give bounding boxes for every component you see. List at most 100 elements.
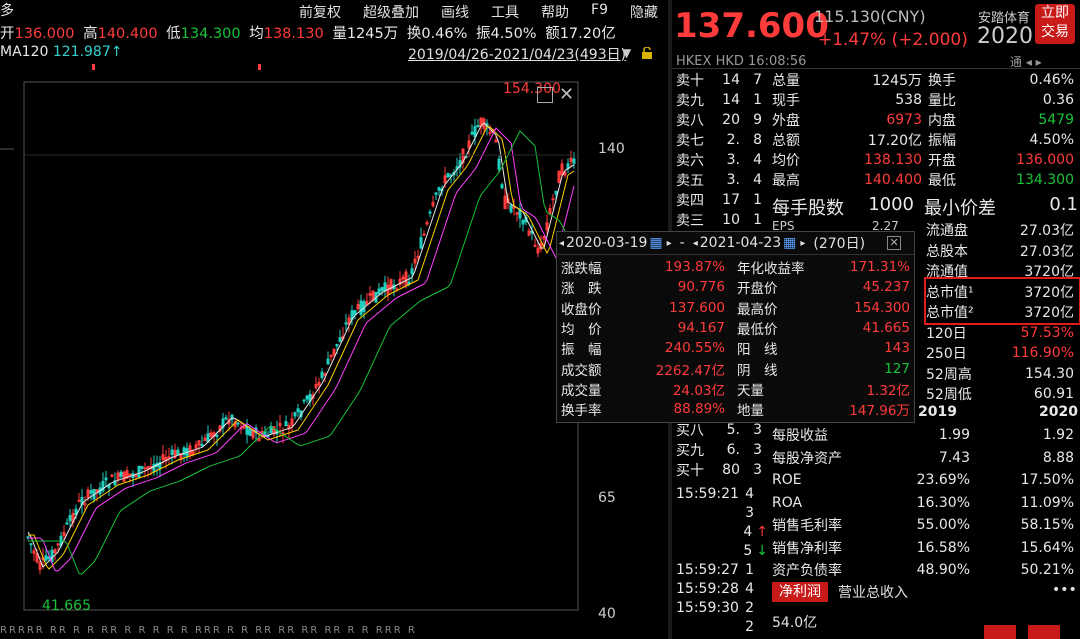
calendar-icon[interactable]: ▦: [649, 235, 663, 251]
end-date[interactable]: 2021-04-23: [699, 235, 782, 251]
candle-body: [425, 222, 429, 225]
fin-value-2019: 48.90%: [916, 562, 970, 579]
cap-row: 120日 57.53%: [926, 323, 1078, 344]
menu-item-hide[interactable]: 隐藏: [630, 5, 658, 21]
candle-body: [476, 125, 480, 128]
menu-item-f9[interactable]: F9: [591, 2, 608, 18]
bid-row[interactable]: 买十 80 3: [676, 460, 766, 480]
connect-indicator[interactable]: 通 ◂ ▸: [1010, 55, 1042, 69]
popup-row: 涨 跌 90.776 开盘价 45.237: [561, 277, 910, 297]
candle-body: [35, 553, 39, 563]
maximize-icon[interactable]: [537, 87, 553, 103]
candle-body: [554, 190, 558, 195]
start-date[interactable]: 2020-03-19: [566, 235, 648, 251]
ask-row[interactable]: 卖四 17 1: [676, 190, 766, 210]
ask-row[interactable]: 卖九 14 1: [676, 90, 766, 110]
y-tick-140: 140: [598, 141, 625, 157]
candle-body: [497, 158, 501, 170]
candle-body: [563, 171, 567, 176]
ask-row[interactable]: 卖八 20 9: [676, 110, 766, 130]
cap-value: 57.53%: [1020, 324, 1074, 341]
candle-body: [305, 395, 309, 400]
ask-row[interactable]: 卖六 3. 4: [676, 150, 766, 170]
candle-body: [542, 236, 546, 240]
bid-row[interactable]: 买八 5. 3: [676, 420, 766, 440]
bid-row[interactable]: 买九 6. 3: [676, 440, 766, 460]
close-icon[interactable]: ✕: [887, 236, 902, 250]
fin-value-2020: 58.15%: [1020, 517, 1074, 534]
date-range[interactable]: 2019/04/26-2021/04/23(493日): [408, 47, 627, 63]
candle-body: [428, 211, 432, 214]
stat-value: 88.89%: [673, 401, 725, 418]
max-price-label: 154.300: [503, 81, 561, 97]
menu-item-tools[interactable]: 工具: [491, 5, 520, 21]
candle-body: [245, 426, 249, 435]
candle-body: [116, 472, 120, 480]
range-stats-popup: ◂ 2020-03-19 ▦ ▸ - ◂ 2021-04-23 ▦ ▸ (270…: [556, 231, 915, 423]
next-arrow-icon[interactable]: ▸: [800, 237, 806, 249]
candle-body: [569, 157, 573, 163]
stat-label: 总量: [772, 73, 800, 89]
cap-row: 总市值² 3720亿: [926, 302, 1078, 323]
tab-net-profit[interactable]: 净利润: [772, 582, 828, 602]
prev-arrow-icon[interactable]: ◂: [559, 237, 565, 249]
candle-body: [302, 399, 306, 402]
candle-body: [467, 140, 471, 149]
candle-body: [209, 432, 213, 438]
candle-body: [515, 212, 519, 215]
stat-label: 涨跌幅: [561, 261, 602, 278]
prev-arrow-icon[interactable]: ◂: [692, 237, 698, 249]
stat-label: 开盘价: [737, 281, 778, 298]
lock-icon[interactable]: [641, 45, 653, 59]
tab-revenue[interactable]: 营业总收入: [838, 585, 908, 601]
kline-chart[interactable]: [0, 62, 668, 639]
ask-label: 卖六: [676, 153, 704, 169]
menu-item-adjust[interactable]: 前复权: [299, 5, 342, 21]
cap-label: 总市值²: [926, 305, 974, 322]
menu-item-draw[interactable]: 画线: [441, 5, 470, 21]
tick-row: 5 ↓: [676, 541, 768, 560]
cap-row: 52周高 154.30: [926, 364, 1078, 385]
candle-body: [119, 471, 123, 477]
cap-value: 154.30: [1025, 365, 1074, 382]
calendar-icon[interactable]: ▦: [783, 235, 797, 251]
ask-row[interactable]: 卖五 3. 4: [676, 170, 766, 190]
volume-value: 1245万: [346, 26, 399, 42]
stat-label: 均 价: [561, 322, 602, 339]
candle-body: [122, 471, 126, 482]
candle-body: [104, 477, 108, 481]
ask-price: 3.: [726, 152, 740, 168]
menu-item-overlay[interactable]: 超级叠加: [363, 5, 420, 21]
candle-body: [62, 532, 66, 536]
stat-value: 137.600: [669, 299, 725, 316]
menu-item-help[interactable]: 帮助: [541, 5, 570, 21]
dropdown-icon[interactable]: ▼: [622, 46, 632, 60]
more-icon[interactable]: •••: [1052, 582, 1077, 598]
stock-name: 安踏体育: [978, 11, 1031, 26]
ask-row[interactable]: 卖三 10 1: [676, 210, 766, 230]
ma-line: [27, 122, 575, 568]
stat-row: 总量 1245万 换手 0.46%: [772, 70, 1078, 90]
ask-price: 20: [722, 112, 740, 128]
y-tick-40: 40: [598, 606, 616, 622]
candle-body: [401, 276, 405, 280]
ask-row[interactable]: 卖十 14 7: [676, 70, 766, 90]
ask-label: 卖四: [676, 193, 704, 209]
cap-row: 总市值¹ 3720亿: [926, 282, 1078, 303]
candle-body: [320, 371, 324, 379]
next-arrow-icon[interactable]: ▸: [666, 237, 672, 249]
candle-body: [536, 247, 540, 254]
moving-average-lines: [27, 122, 575, 575]
menu-bar: 前复权 超级叠加 画线 工具 帮助 F9 隐藏: [299, 2, 658, 22]
stat-value: 0.46%: [1029, 72, 1074, 88]
kline-chart-pane[interactable]: 多 前复权 超级叠加 画线 工具 帮助 F9 隐藏 开136.000 高140.…: [0, 0, 668, 639]
fin-label: 销售净利率: [772, 540, 842, 557]
cap-value: 3720亿: [1024, 284, 1074, 301]
ask-row[interactable]: 卖七 2. 8: [676, 130, 766, 150]
candle-body: [437, 187, 441, 191]
close-icon[interactable]: ✕: [559, 84, 575, 105]
candle-body: [140, 466, 144, 469]
trade-now-button[interactable]: 立即交易: [1035, 4, 1075, 44]
fin-value-2019: 1.99: [938, 427, 970, 444]
profit-value: 54.0亿: [772, 615, 818, 631]
